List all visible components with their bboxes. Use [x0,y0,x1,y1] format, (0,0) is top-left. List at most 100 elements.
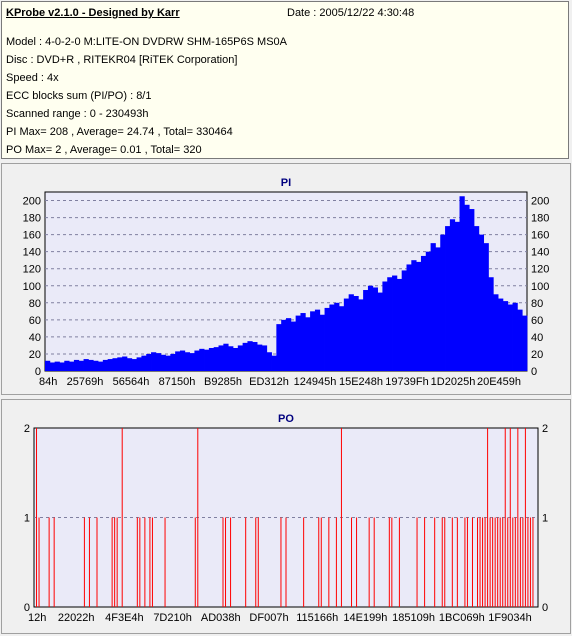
pi-bar [459,196,465,371]
pi-bar [59,362,65,371]
x-tick-label: 84h [39,376,57,388]
info-pi-stats: PI Max= 208 , Average= 24.74 , Total= 33… [6,126,233,138]
pi-bar [242,342,248,371]
pi-bar [382,281,388,371]
x-tick-label: 14E199h [343,612,387,624]
pi-bar [218,345,224,371]
pi-bar [493,294,499,371]
pi-bar [93,360,99,371]
pi-bar [213,347,219,371]
pi-bar [401,270,407,371]
pi-bar [261,345,268,371]
pi-bar [165,355,171,371]
pi-bar [257,344,263,371]
pi-bar [194,350,200,371]
x-tick-label: 7D210h [153,612,192,624]
x-tick-label: 25769h [67,376,104,388]
pi-bar [343,298,350,371]
chart-title: PI [281,177,291,189]
y-tick-label-left: 120 [23,264,41,276]
pi-bar [440,234,446,371]
y-tick-label-left: 1 [24,513,30,525]
pi-bar [237,345,244,371]
pi-bar [228,346,234,371]
y-tick-label-left: 0 [35,366,41,378]
pi-bar [83,359,89,371]
info-speed: Speed : 4x [6,72,59,84]
y-tick-label-left: 2 [24,423,30,435]
y-tick-label-right: 200 [531,196,549,208]
x-tick-label: AD038h [201,612,241,624]
pi-bar [483,243,489,371]
pi-bar [69,361,75,371]
pi-bar [290,321,297,371]
y-tick-label-right: 1 [542,513,548,525]
y-tick-label-left: 80 [29,298,41,310]
pi-bar [179,350,186,371]
pi-bar [416,261,422,371]
x-tick-label: 4F3E4h [105,612,144,624]
pi-bar [49,362,56,371]
pi-bar [73,359,80,371]
pi-bar [425,251,431,371]
po-chart-panel: PO 0 0 1 1 2 2 12h 22022h 4F3E4h 7D210h AD038h DF007… [1,399,571,634]
pi-bar [314,309,321,371]
x-tick-label: DF007h [249,612,288,624]
y-tick-label-right: 0 [542,602,548,614]
pi-bar [271,355,277,371]
pi-bar [329,304,335,371]
y-tick-label-right: 140 [531,247,549,259]
pi-bar [141,355,147,371]
x-tick-label: 20E459h [477,376,521,388]
pi-bar [155,353,162,371]
pi-bar [102,359,109,371]
pi-bar [266,352,272,371]
y-tick-label-left: 200 [23,196,41,208]
pi-bar [430,243,436,371]
pi-bar [473,226,480,371]
x-tick-label: 1F9034h [488,612,531,624]
info-ecc: ECC blocks sum (PI/PO) : 8/1 [6,90,152,102]
info-model: Model : 4-0-2-0 M:LITE-ON DVDRW SHM-165P… [6,36,287,48]
y-tick-label-right: 2 [542,423,548,435]
pi-bar [464,204,470,371]
pi-bar [146,353,152,371]
x-tick-label: 1D2025h [431,376,476,388]
pi-bar [420,255,427,371]
pi-bar [411,260,417,371]
app-title: KProbe v2.1.0 - Designed by Karr [6,7,180,19]
pi-bar [305,317,311,371]
pi-bar [387,277,393,371]
pi-bar [122,356,128,371]
pi-bar [136,357,142,371]
pi-bar [286,318,292,371]
pi-bar [358,299,364,371]
pi-bar [281,319,287,371]
pi-bar [353,295,359,371]
info-panel: KProbe v2.1.0 - Designed by Karr Date : … [1,1,569,159]
pi-bar [517,309,523,371]
pi-bar [295,315,301,371]
pi-bar [319,314,325,371]
pi-bar [392,275,398,371]
pi-bar [223,343,229,371]
pi-bar [324,307,330,371]
pi-bar [184,352,190,371]
pi-bar [339,306,345,371]
pi-bar [310,311,316,371]
pi-bar [435,247,441,371]
pi-bar [252,342,258,371]
pi-bar [189,353,195,371]
pi-bar [372,287,378,371]
y-tick-label-left: 40 [29,332,41,344]
pi-bar [276,324,282,371]
pi-bar [396,278,403,371]
pi-bar [175,351,181,371]
pi-bar [117,357,123,371]
pi-bar [363,290,369,371]
pi-bar [98,361,104,371]
pi-bar [160,354,166,371]
y-tick-label-right: 160 [531,230,549,242]
x-tick-label: B9285h [204,376,242,388]
pi-bar [247,341,253,371]
